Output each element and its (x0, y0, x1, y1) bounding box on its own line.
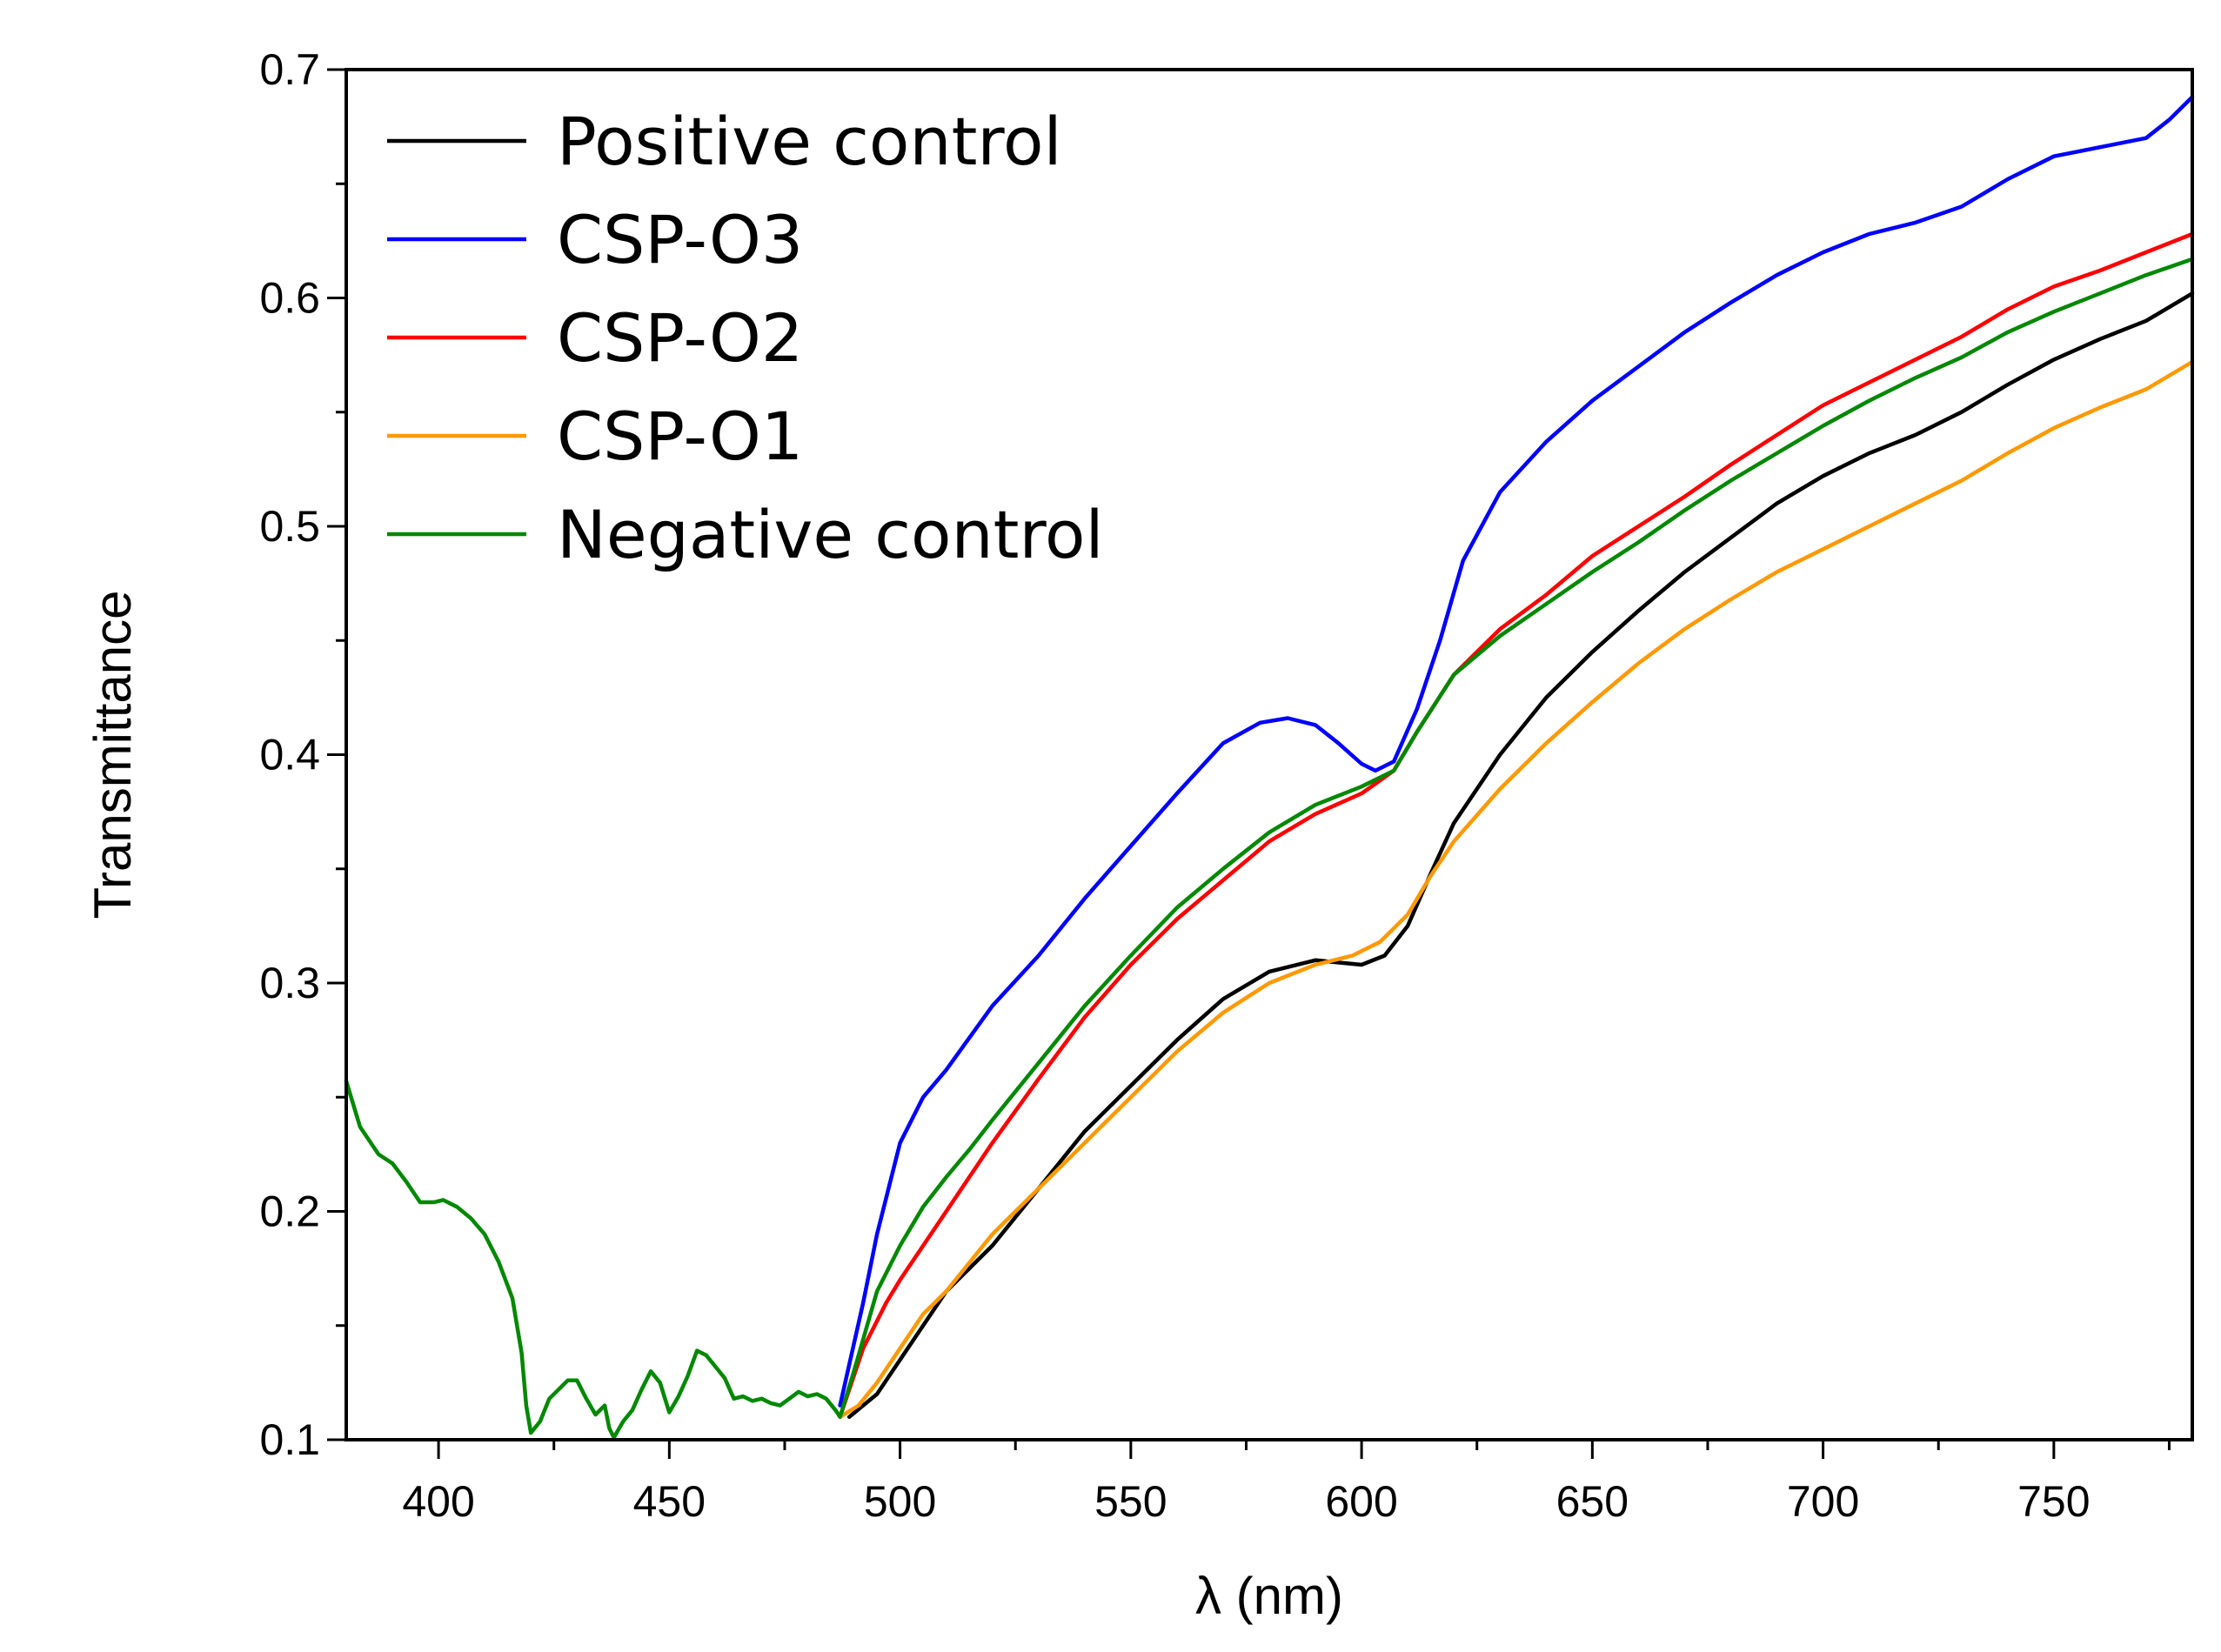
x-tick-label: 450 (633, 1477, 706, 1526)
y-tick-label: 0.5 (259, 502, 320, 551)
legend-item-csp-o2: CSP-O2 (387, 299, 803, 377)
series-line-positive-control (846, 291, 2195, 1420)
x-tick-label: 400 (402, 1477, 474, 1526)
legend-item-positive-control: Positive control (387, 103, 1062, 180)
legend: Positive control CSP-O3 CSP-O2 CSP-O1 Negati… (387, 103, 1104, 573)
series-line-csp-o1 (838, 359, 2195, 1420)
series-layer (344, 95, 2195, 1440)
y-tick-label: 0.4 (259, 731, 320, 779)
x-tick-label: 600 (1325, 1477, 1397, 1526)
x-tick-label: 700 (1787, 1477, 1859, 1526)
legend-item-csp-o1: CSP-O1 (387, 398, 803, 475)
axes-layer: 400 450 500 550 600 650 700 750 0.1 0.2 0.3 0.4 0.5 0… (259, 45, 2194, 1526)
y-tick-label: 0.1 (259, 1415, 320, 1464)
y-tick-label: 0.2 (259, 1187, 320, 1236)
legend-label: CSP-O2 (557, 299, 803, 377)
legend-label: Positive control (557, 103, 1062, 180)
y-tick-label: 0.7 (259, 45, 320, 94)
legend-label: Negative control (557, 496, 1104, 573)
x-tick-label: 750 (2017, 1477, 2090, 1526)
y-axis-title: Transmittance (84, 591, 142, 920)
series-line-csp-o3 (838, 95, 2195, 1408)
legend-item-negative-control: Negative control (387, 496, 1104, 573)
x-tick-label: 500 (864, 1477, 936, 1526)
y-tick-label: 0.3 (259, 959, 320, 1007)
x-axis-title: λ (nm) (1195, 1567, 1343, 1625)
legend-item-csp-o3: CSP-O3 (387, 201, 803, 278)
y-tick-label: 0.6 (259, 274, 320, 323)
x-tick-label: 550 (1094, 1477, 1167, 1526)
x-tick-label: 650 (1556, 1477, 1629, 1526)
legend-label: CSP-O1 (557, 398, 803, 475)
series-line-negative-control (344, 257, 2195, 1440)
legend-label: CSP-O3 (557, 201, 803, 278)
